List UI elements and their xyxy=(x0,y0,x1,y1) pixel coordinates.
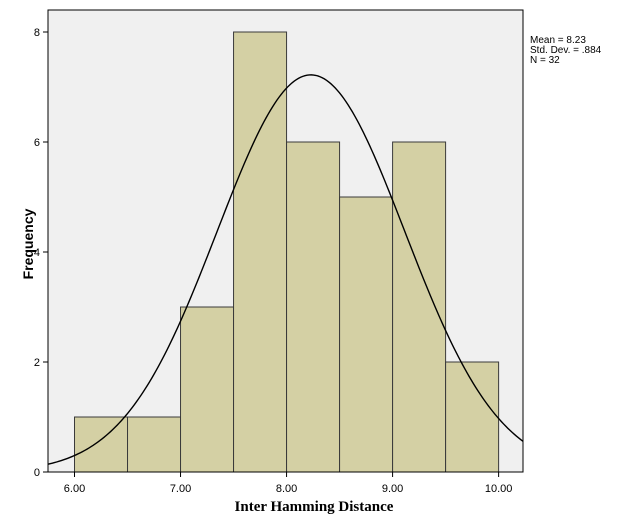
normal-curve xyxy=(47,74,524,465)
histogram-bar-2 xyxy=(180,306,235,473)
x-tick-label-1: 7.00 xyxy=(170,483,191,495)
x-tick-label-3: 9.00 xyxy=(382,483,403,495)
axes-group: 6.00 7.00 8.00 9.00 10.00 0 2 4 6 8 xyxy=(34,9,524,495)
stats-box: Mean = 8.23 Std. Dev. = .884 N = 32 xyxy=(530,36,601,66)
bars-group xyxy=(74,31,500,473)
y-tick-label-1: 2 xyxy=(34,357,40,369)
x-axis-label: Inter Hamming Distance xyxy=(234,499,394,515)
y-tick-label-4: 8 xyxy=(34,27,40,39)
histogram-bar-7 xyxy=(445,361,500,473)
stats-std-dev: Std. Dev. = .884 xyxy=(530,45,602,56)
plot-frame xyxy=(47,9,524,473)
y-tick-label-3: 6 xyxy=(34,137,40,149)
x-tick-label-2: 8.00 xyxy=(276,483,297,495)
y-axis-label: Frequency xyxy=(20,208,36,280)
histogram-bar-0 xyxy=(74,416,129,473)
histogram-bar-4 xyxy=(286,141,341,473)
x-tick-label-4: 10.00 xyxy=(485,483,513,495)
histogram-bar-1 xyxy=(127,416,182,473)
y-tick-label-2: 4 xyxy=(34,247,40,259)
stats-mean: Mean = 8.23 xyxy=(530,35,586,46)
x-tick-label-0: 6.00 xyxy=(64,483,85,495)
stats-n: N = 32 xyxy=(530,55,560,66)
histogram-bar-6 xyxy=(392,141,447,473)
histogram-bar-3 xyxy=(233,31,288,473)
histogram-bar-5 xyxy=(339,196,394,473)
y-tick-label-0: 0 xyxy=(34,467,40,479)
